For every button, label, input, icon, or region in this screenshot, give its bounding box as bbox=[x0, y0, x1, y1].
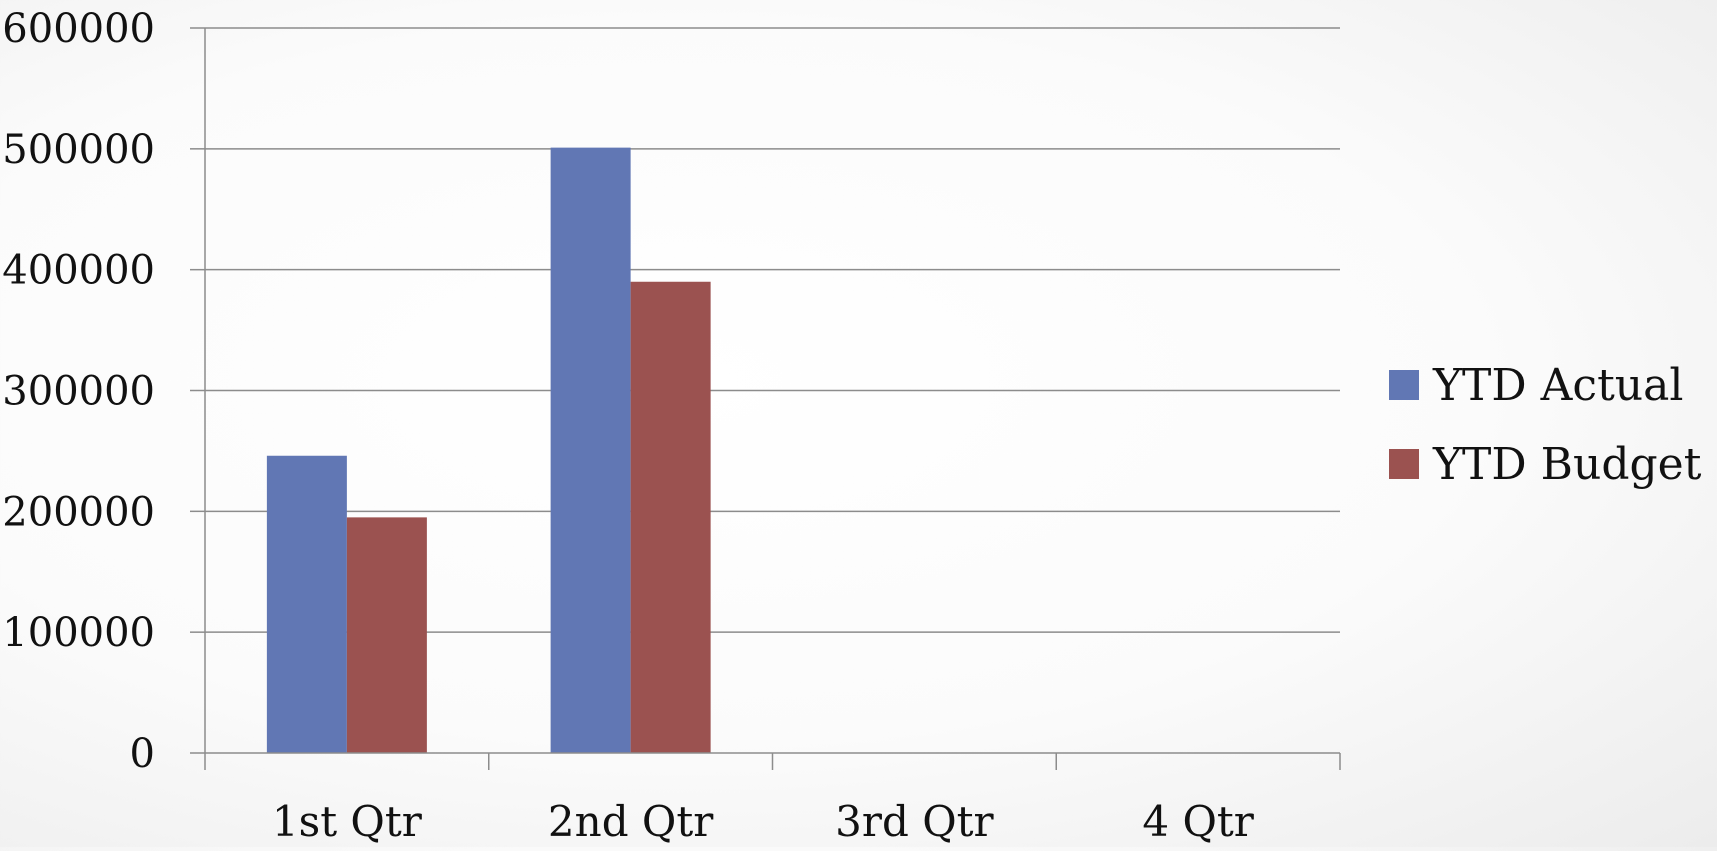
y-tick-label: 0 bbox=[130, 731, 155, 777]
y-tick-label: 600000 bbox=[2, 6, 155, 52]
y-tick-label: 300000 bbox=[2, 369, 155, 415]
x-tick-label: 4 Qtr bbox=[1142, 797, 1254, 846]
x-tick-label: 3rd Qtr bbox=[835, 797, 994, 846]
gridlines bbox=[205, 27, 1340, 633]
y-tick-label: 400000 bbox=[2, 248, 155, 294]
bar-ytd-budget-0 bbox=[346, 517, 427, 753]
legend-label: YTD Actual bbox=[1432, 360, 1683, 411]
y-tick-label: 100000 bbox=[2, 610, 155, 656]
x-tick-label: 2nd Qtr bbox=[548, 797, 714, 846]
bar-ytd-actual-0 bbox=[266, 455, 347, 753]
axes bbox=[190, 27, 1341, 770]
legend-swatch bbox=[1389, 449, 1419, 479]
legend-swatch bbox=[1389, 370, 1419, 400]
y-tick-label: 500000 bbox=[2, 127, 155, 173]
legend-label: YTD Budget bbox=[1432, 439, 1702, 490]
legend: YTD Actual YTD Budget bbox=[1389, 360, 1702, 490]
bar-ytd-actual-1 bbox=[550, 147, 631, 753]
y-tick-labels: 0 100000 200000 300000 400000 500000 600000 bbox=[2, 6, 155, 777]
x-tick-label: 1st Qtr bbox=[272, 797, 423, 846]
bar-ytd-budget-1 bbox=[630, 281, 711, 753]
bars bbox=[266, 147, 711, 753]
y-tick-label: 200000 bbox=[2, 489, 155, 535]
x-tick-labels: 1st Qtr 2nd Qtr 3rd Qtr 4 Qtr bbox=[272, 797, 1255, 846]
